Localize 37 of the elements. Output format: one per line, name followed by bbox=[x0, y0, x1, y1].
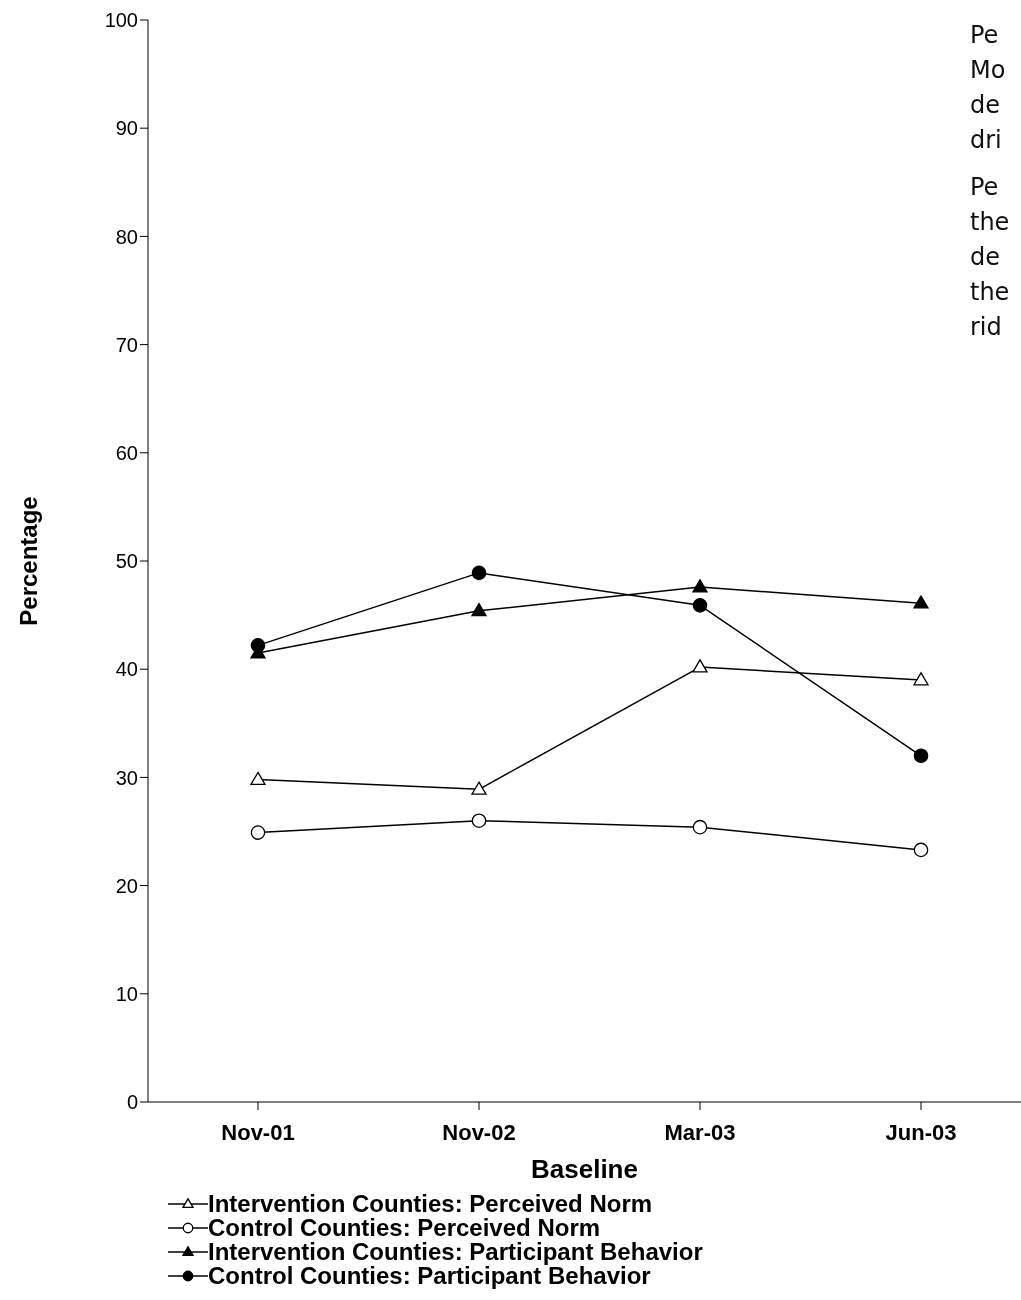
x-tick-label: Nov-02 bbox=[442, 1119, 516, 1145]
point bbox=[471, 781, 487, 795]
point bbox=[250, 825, 266, 840]
point bbox=[471, 565, 487, 581]
y-axis-title: Percentage bbox=[14, 496, 42, 626]
point bbox=[692, 579, 708, 593]
point bbox=[471, 602, 487, 617]
point bbox=[471, 813, 487, 828]
y-tick-label: 10 bbox=[115, 982, 138, 1005]
x-tick-label: Jun-03 bbox=[885, 1119, 957, 1145]
point bbox=[692, 598, 708, 613]
point bbox=[913, 748, 929, 764]
point bbox=[692, 659, 708, 673]
y-tick-label: 60 bbox=[115, 441, 138, 464]
x-tick-label: Nov-01 bbox=[221, 1119, 295, 1145]
point bbox=[250, 771, 266, 785]
point bbox=[250, 638, 266, 653]
point bbox=[913, 672, 929, 686]
y-tick-label: 20 bbox=[115, 874, 138, 897]
legend-label: Intervention Counties: Participant Behavior bbox=[208, 1238, 703, 1265]
y-tick-label: 100 bbox=[104, 9, 138, 32]
point bbox=[913, 595, 929, 609]
point bbox=[913, 842, 929, 858]
y-tick-label: 30 bbox=[115, 766, 138, 789]
x-tick-label: Mar-03 bbox=[664, 1119, 736, 1145]
y-tick-label: 50 bbox=[115, 550, 138, 573]
legend-label: Intervention Counties: Perceived Norm bbox=[208, 1190, 653, 1217]
x-axis-title: Baseline bbox=[531, 1154, 638, 1184]
annotation: Pe Mo de dri bbox=[970, 20, 1007, 156]
y-tick-label: 90 bbox=[115, 117, 138, 140]
y-tick-label: 0 bbox=[126, 1091, 138, 1114]
annotation: Pe the de the rid bbox=[970, 172, 1010, 343]
point bbox=[692, 819, 708, 835]
y-tick-label: 40 bbox=[115, 658, 138, 681]
y-tick-label: 70 bbox=[115, 333, 138, 356]
legend-label: Control Counties: Perceived Norm bbox=[208, 1214, 601, 1241]
y-tick-label: 80 bbox=[115, 225, 138, 248]
